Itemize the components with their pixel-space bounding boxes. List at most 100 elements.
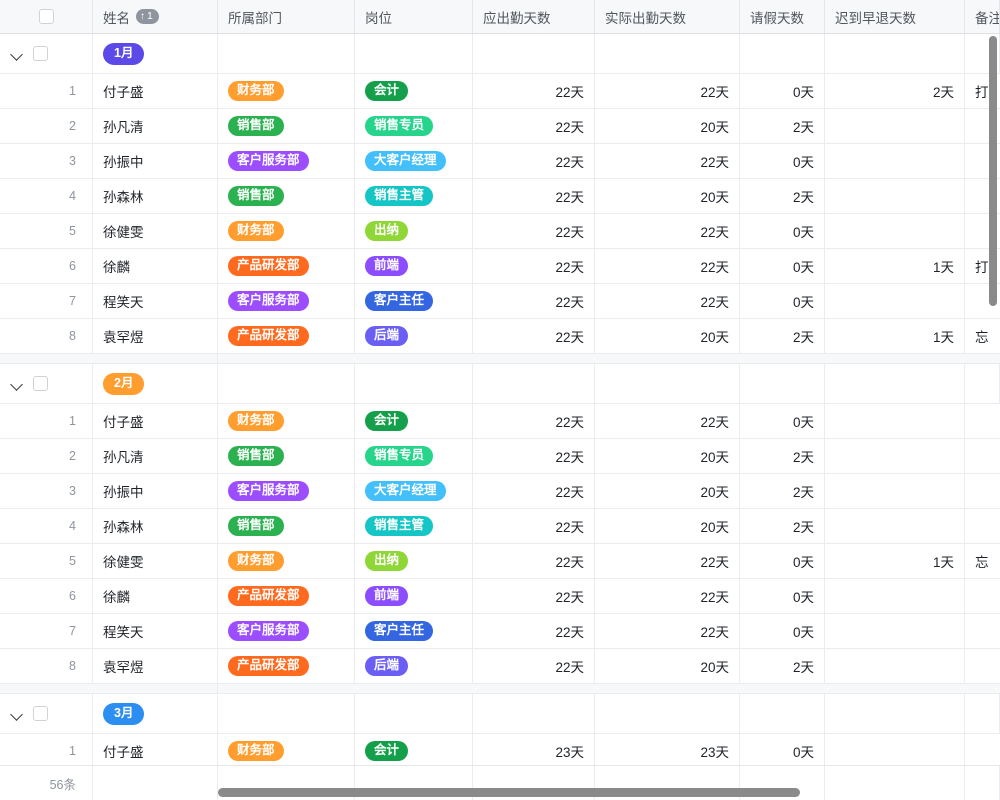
- cell-leave-days[interactable]: 2天: [740, 649, 825, 683]
- cell-late-days[interactable]: [825, 614, 965, 648]
- cell-leave-days[interactable]: 0天: [740, 734, 825, 765]
- cell-name[interactable]: 程笑天: [93, 614, 218, 648]
- cell-late-days[interactable]: [825, 509, 965, 543]
- cell-name[interactable]: 付子盛: [93, 404, 218, 438]
- column-header-leave-days[interactable]: 请假天数: [740, 0, 825, 33]
- cell-remark[interactable]: [965, 509, 1000, 543]
- cell-late-days[interactable]: 1天: [825, 249, 965, 283]
- cell-actual-days[interactable]: 23天: [595, 734, 740, 765]
- cell-leave-days[interactable]: 0天: [740, 144, 825, 178]
- cell-remark[interactable]: 打: [975, 260, 989, 275]
- cell-position[interactable]: 前端: [355, 579, 473, 613]
- cell-position[interactable]: 大客户经理: [355, 474, 473, 508]
- table-row[interactable]: 7 程笑天 客户服务部 客户主任 22天 22天 0天: [0, 284, 1000, 319]
- cell-position[interactable]: 后端: [355, 649, 473, 683]
- table-row[interactable]: 1 付子盛 财务部 会计 22天 22天 0天: [0, 404, 1000, 439]
- cell-due-days[interactable]: 22天: [473, 439, 595, 473]
- column-header-name[interactable]: 姓名 ↑ 1: [93, 0, 218, 33]
- cell-late-days[interactable]: [825, 474, 965, 508]
- column-header-department[interactable]: 所属部门: [218, 0, 355, 33]
- table-row[interactable]: 7 程笑天 客户服务部 客户主任 22天 22天 0天: [0, 614, 1000, 649]
- cell-remark[interactable]: [965, 474, 1000, 508]
- cell-late-days[interactable]: 1天: [825, 544, 965, 578]
- cell-actual-days[interactable]: 22天: [595, 404, 740, 438]
- cell-department[interactable]: 销售部: [218, 179, 355, 213]
- cell-department[interactable]: 财务部: [218, 404, 355, 438]
- table-row[interactable]: 3 孙振中 客户服务部 大客户经理 22天 22天 0天: [0, 144, 1000, 179]
- table-row[interactable]: 8 袁罕煜 产品研发部 后端 22天 20天 2天: [0, 649, 1000, 684]
- cell-late-days[interactable]: [825, 404, 965, 438]
- cell-name[interactable]: 徐健雯: [93, 544, 218, 578]
- cell-department[interactable]: 客户服务部: [218, 284, 355, 318]
- cell-name[interactable]: 程笑天: [93, 284, 218, 318]
- cell-leave-days[interactable]: 0天: [740, 579, 825, 613]
- cell-due-days[interactable]: 22天: [473, 579, 595, 613]
- cell-due-days[interactable]: 22天: [473, 179, 595, 213]
- cell-department[interactable]: 客户服务部: [218, 144, 355, 178]
- cell-actual-days[interactable]: 22天: [595, 144, 740, 178]
- cell-position[interactable]: 销售专员: [355, 109, 473, 143]
- group-header-row[interactable]: 3月: [0, 694, 1000, 734]
- cell-leave-days[interactable]: 2天: [740, 319, 825, 353]
- cell-leave-days[interactable]: 0天: [740, 249, 825, 283]
- cell-due-days[interactable]: 22天: [473, 109, 595, 143]
- cell-name[interactable]: 袁罕煜: [93, 649, 218, 683]
- cell-due-days[interactable]: 22天: [473, 284, 595, 318]
- cell-name[interactable]: 徐麟: [93, 249, 218, 283]
- cell-position[interactable]: 销售主管: [355, 509, 473, 543]
- group-select-checkbox[interactable]: [33, 706, 48, 721]
- cell-late-days[interactable]: [825, 214, 965, 248]
- cell-actual-days[interactable]: 22天: [595, 74, 740, 108]
- table-row[interactable]: 4 孙森林 销售部 销售主管 22天 20天 2天: [0, 509, 1000, 544]
- group-toggle-cell[interactable]: [0, 364, 93, 403]
- cell-remark[interactable]: [965, 734, 1000, 765]
- cell-leave-days[interactable]: 2天: [740, 179, 825, 213]
- table-row[interactable]: 3 孙振中 客户服务部 大客户经理 22天 20天 2天: [0, 474, 1000, 509]
- cell-name[interactable]: 孙森林: [93, 509, 218, 543]
- cell-due-days[interactable]: 22天: [473, 249, 595, 283]
- cell-remark[interactable]: [965, 614, 1000, 648]
- cell-due-days[interactable]: 22天: [473, 74, 595, 108]
- table-row[interactable]: 2 孙凡清 销售部 销售专员 22天 20天 2天: [0, 439, 1000, 474]
- vertical-scrollbar[interactable]: [989, 36, 997, 306]
- cell-due-days[interactable]: 22天: [473, 474, 595, 508]
- table-row[interactable]: 6 徐麟 产品研发部 前端 22天 22天 0天: [0, 579, 1000, 614]
- cell-remark[interactable]: 忘: [975, 330, 989, 345]
- cell-due-days[interactable]: 22天: [473, 144, 595, 178]
- cell-due-days[interactable]: 22天: [473, 544, 595, 578]
- table-row[interactable]: 5 徐健雯 财务部 出纳 22天 22天 0天 1天忘: [0, 544, 1000, 579]
- cell-leave-days[interactable]: 2天: [740, 474, 825, 508]
- cell-department[interactable]: 财务部: [218, 544, 355, 578]
- cell-remark[interactable]: [965, 404, 1000, 438]
- group-header-row[interactable]: 2月: [0, 364, 1000, 404]
- cell-actual-days[interactable]: 20天: [595, 649, 740, 683]
- cell-remark[interactable]: [965, 649, 1000, 683]
- grid-viewport[interactable]: 姓名 ↑ 1 所属部门 岗位 应出勤天数 实际出勤天数 请假天数 迟到早退天数 …: [0, 0, 1000, 765]
- column-header-position[interactable]: 岗位: [355, 0, 473, 33]
- cell-position[interactable]: 会计: [355, 404, 473, 438]
- cell-department[interactable]: 产品研发部: [218, 649, 355, 683]
- cell-position[interactable]: 会计: [355, 74, 473, 108]
- cell-late-days[interactable]: [825, 649, 965, 683]
- cell-position[interactable]: 客户主任: [355, 284, 473, 318]
- cell-late-days[interactable]: [825, 144, 965, 178]
- cell-leave-days[interactable]: 0天: [740, 214, 825, 248]
- cell-name[interactable]: 孙森林: [93, 179, 218, 213]
- cell-department[interactable]: 销售部: [218, 439, 355, 473]
- table-row[interactable]: 2 孙凡清 销售部 销售专员 22天 20天 2天: [0, 109, 1000, 144]
- cell-actual-days[interactable]: 22天: [595, 249, 740, 283]
- cell-late-days[interactable]: [825, 734, 965, 765]
- cell-department[interactable]: 销售部: [218, 109, 355, 143]
- cell-name[interactable]: 袁罕煜: [93, 319, 218, 353]
- cell-leave-days[interactable]: 0天: [740, 74, 825, 108]
- cell-due-days[interactable]: 22天: [473, 649, 595, 683]
- cell-late-days[interactable]: [825, 109, 965, 143]
- group-toggle-cell[interactable]: [0, 34, 93, 73]
- chevron-down-icon[interactable]: [10, 47, 24, 61]
- group-header-row[interactable]: 1月: [0, 34, 1000, 74]
- sort-badge[interactable]: ↑ 1: [136, 9, 159, 24]
- cell-position[interactable]: 会计: [355, 734, 473, 765]
- cell-position[interactable]: 销售专员: [355, 439, 473, 473]
- cell-department[interactable]: 销售部: [218, 509, 355, 543]
- group-toggle-cell[interactable]: [0, 694, 93, 733]
